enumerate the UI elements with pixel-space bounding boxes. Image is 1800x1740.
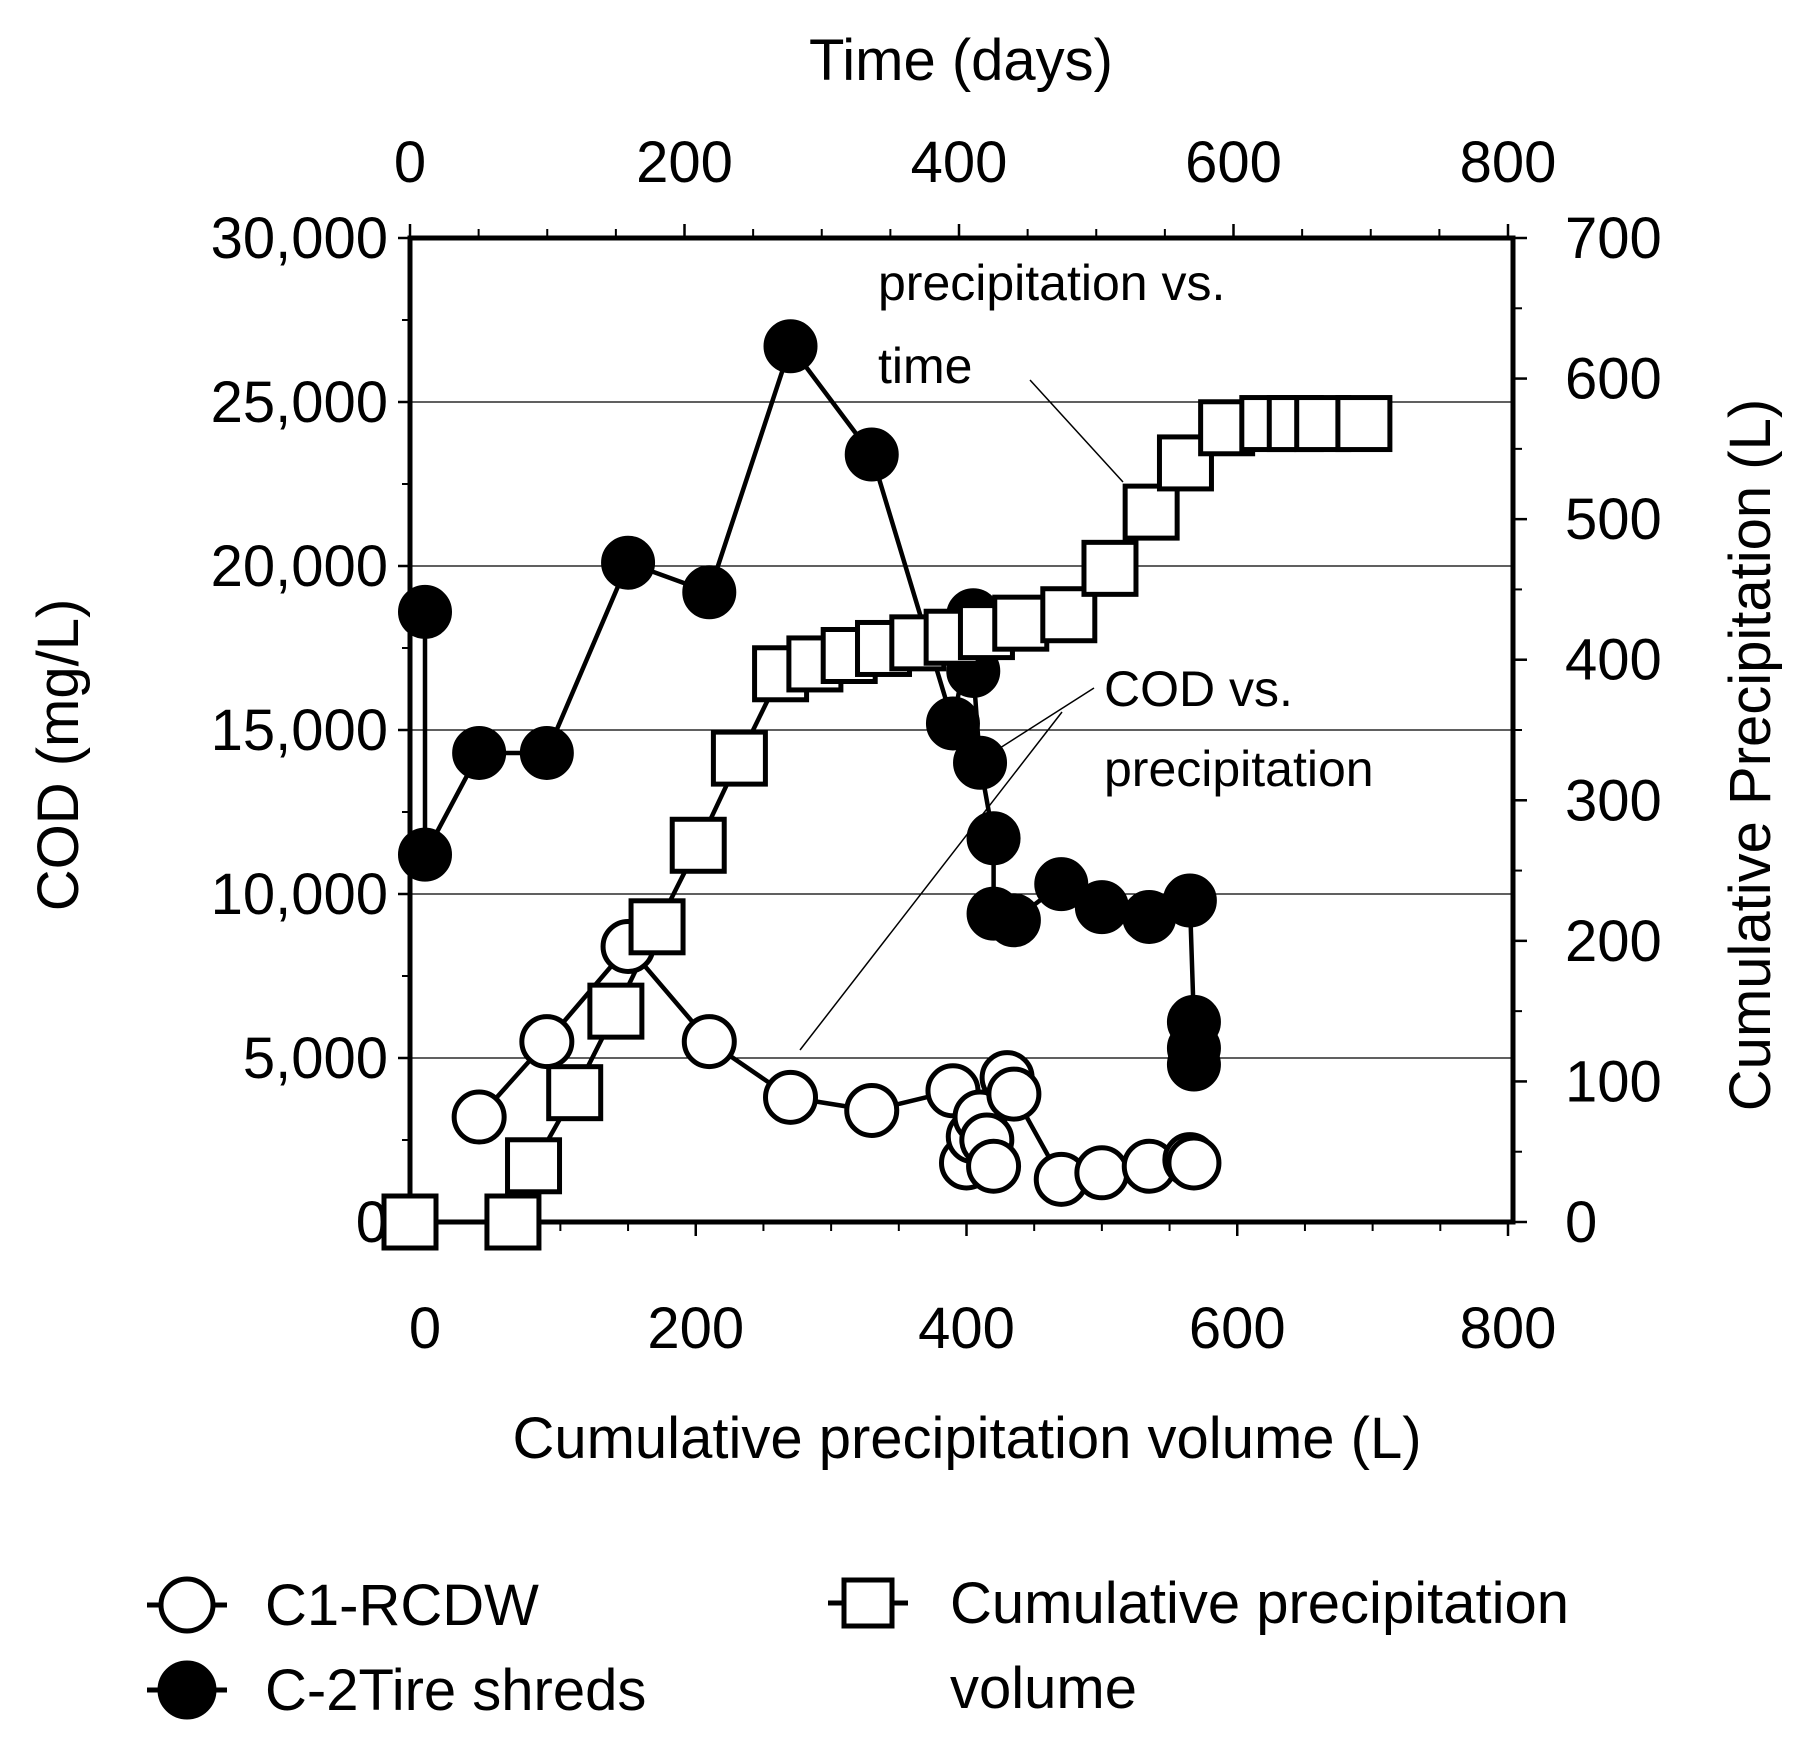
annotation-leader bbox=[999, 687, 1095, 749]
data-point-filled-circle bbox=[1162, 873, 1217, 928]
x-top-tick-label: 0 bbox=[394, 130, 426, 195]
data-point-square bbox=[1040, 586, 1098, 644]
tick-labels: 05,00010,00015,00020,00025,00030,0000100… bbox=[211, 130, 1662, 1361]
data-point-square bbox=[710, 729, 768, 787]
data-point-filled-circle bbox=[966, 811, 1021, 866]
y-left-tick-label: 25,000 bbox=[211, 370, 388, 435]
legend: C1-RCDW C-2Tire shreds Cumulative precip… bbox=[147, 1571, 1569, 1723]
legend-item-cumulative-precipitation: Cumulative precipitation volume bbox=[828, 1571, 1569, 1721]
annotation-line: precipitation bbox=[1104, 741, 1374, 797]
data-point-filled-circle bbox=[601, 535, 656, 590]
data-point-open-circle bbox=[519, 1014, 575, 1070]
x-bottom-axis-title: Cumulative precipitation volume (L) bbox=[512, 1406, 1421, 1471]
y-left-tick-label: 20,000 bbox=[211, 534, 388, 599]
legend-label: Cumulative precipitation bbox=[950, 1571, 1569, 1636]
legend-item-c2-tire-shreds: C-2Tire shreds bbox=[147, 1658, 646, 1723]
data-point-square bbox=[505, 1137, 563, 1195]
x-bottom-tick-label: 400 bbox=[918, 1296, 1015, 1361]
series-line bbox=[422, 343, 1197, 1065]
data-point-filled-circle bbox=[986, 893, 1041, 948]
data-point-filled-circle bbox=[925, 696, 980, 751]
x-bottom-tick-label: 600 bbox=[1189, 1296, 1286, 1361]
ticks bbox=[398, 224, 1527, 1236]
x-top-tick-label: 200 bbox=[636, 130, 733, 195]
data-point-filled-circle bbox=[682, 565, 737, 620]
y-right-tick-label: 0 bbox=[1565, 1190, 1597, 1255]
x-top-tick-label: 600 bbox=[1185, 130, 1282, 195]
annotation-line: precipitation vs. bbox=[878, 255, 1225, 311]
data-point-square bbox=[587, 982, 645, 1040]
y-left-tick-label: 15,000 bbox=[211, 698, 388, 763]
legend-open-square-icon bbox=[841, 1577, 895, 1629]
legend-label: volume bbox=[950, 1656, 1137, 1721]
data-point-square bbox=[992, 594, 1050, 652]
x-top-tick-label: 400 bbox=[911, 130, 1008, 195]
annotation-cod-vs-precip: COD vs. precipitation bbox=[799, 661, 1374, 1051]
data-point-square bbox=[484, 1193, 542, 1251]
data-point-filled-circle bbox=[398, 584, 452, 639]
y-right-axis-title: Cumulative Precipitation (L) bbox=[1718, 399, 1783, 1111]
y-right-tick-label: 600 bbox=[1565, 347, 1662, 412]
data-point-open-circle bbox=[1166, 1135, 1222, 1191]
x-bottom-tick-label: 0 bbox=[409, 1296, 441, 1361]
data-point-open-circle bbox=[763, 1069, 819, 1125]
x-top-tick-label: 800 bbox=[1460, 130, 1557, 195]
y-right-tick-label: 400 bbox=[1565, 628, 1662, 693]
annotation-line: COD vs. bbox=[1104, 661, 1293, 717]
data-point-filled-circle bbox=[519, 725, 574, 780]
legend-filled-circle-icon bbox=[157, 1660, 217, 1720]
annotation-leader bbox=[1029, 379, 1124, 483]
series-points bbox=[381, 319, 1393, 1251]
y-left-tick-label: 5,000 bbox=[243, 1026, 388, 1091]
data-point-filled-circle bbox=[1166, 1037, 1221, 1092]
data-point-open-circle bbox=[451, 1089, 507, 1145]
series-line bbox=[477, 944, 1196, 1182]
data-point-square bbox=[1081, 539, 1139, 597]
data-point-square bbox=[546, 1064, 604, 1122]
legend-label: C1-RCDW bbox=[265, 1573, 539, 1638]
y-left-tick-label: 10,000 bbox=[211, 862, 388, 927]
annotation-leader bbox=[799, 711, 1063, 1051]
data-point-square bbox=[628, 898, 686, 956]
y-right-tick-label: 300 bbox=[1565, 768, 1662, 833]
data-point-square bbox=[381, 1193, 439, 1251]
data-point-filled-circle bbox=[452, 725, 507, 780]
data-point-filled-circle bbox=[953, 735, 1008, 790]
data-point-square bbox=[669, 816, 727, 874]
annotation-line: time bbox=[878, 338, 972, 394]
annotation-precip-vs-time: precipitation vs. time bbox=[878, 255, 1225, 483]
y-left-axis-title: COD (mg/L) bbox=[26, 599, 91, 912]
data-point-filled-circle bbox=[1074, 880, 1129, 935]
y-right-tick-label: 700 bbox=[1565, 206, 1662, 271]
data-point-filled-circle bbox=[398, 827, 452, 882]
data-point-filled-circle bbox=[763, 319, 818, 374]
data-point-open-circle bbox=[986, 1066, 1042, 1122]
y-right-tick-label: 100 bbox=[1565, 1049, 1662, 1114]
y-right-tick-label: 500 bbox=[1565, 487, 1662, 552]
y-left-tick-label: 30,000 bbox=[211, 206, 388, 271]
data-point-open-circle bbox=[681, 1014, 737, 1070]
data-point-filled-circle bbox=[844, 427, 899, 482]
y-right-tick-label: 200 bbox=[1565, 909, 1662, 974]
x-bottom-tick-label: 800 bbox=[1460, 1296, 1557, 1361]
legend-label: C-2Tire shreds bbox=[265, 1658, 646, 1723]
legend-open-circle-icon bbox=[158, 1576, 216, 1634]
data-point-open-circle bbox=[844, 1082, 900, 1138]
data-point-open-circle bbox=[1074, 1145, 1130, 1201]
data-point-square bbox=[1122, 483, 1180, 541]
data-point-square bbox=[1335, 395, 1393, 453]
data-point-open-circle bbox=[966, 1138, 1022, 1194]
x-bottom-tick-label: 200 bbox=[647, 1296, 744, 1361]
data-point-filled-circle bbox=[1034, 857, 1089, 912]
legend-item-c1-rcdw: C1-RCDW bbox=[147, 1573, 539, 1638]
x-top-axis-title: Time (days) bbox=[809, 28, 1113, 93]
